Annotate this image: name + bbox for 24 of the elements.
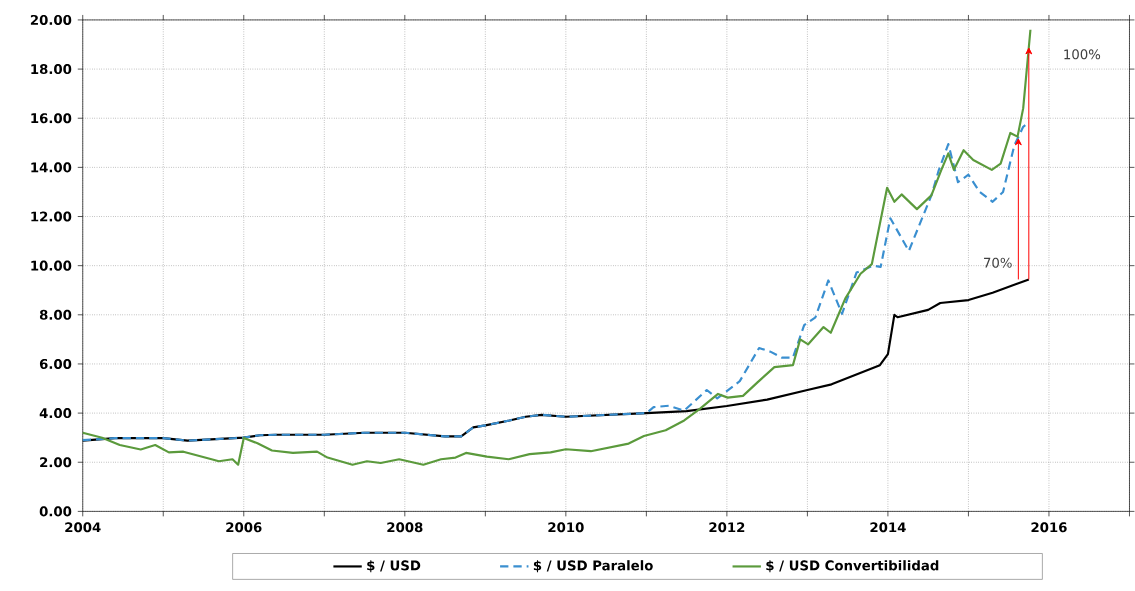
x-tick-label: 2014 [870,522,906,533]
y-tick-label: 20.00 [30,14,72,25]
x-tick-label: 2004 [65,522,101,533]
x-tick-label: 2008 [387,522,423,533]
legend-label: $ / USD [367,560,421,573]
legend-label: $ / USD Convertibilidad [766,560,939,573]
y-tick-label: 0.00 [39,506,72,517]
y-tick-label: 2.00 [40,457,72,468]
annotation: 100% [1064,49,1101,60]
y-tick-label: 18.00 [31,63,72,75]
x-tick-label: 2006 [226,522,262,533]
x-tick-label: 2016 [1031,522,1067,533]
x-tick-label: 2012 [709,522,745,533]
y-tick-label: 10.00 [31,260,72,271]
y-tick-label: 8.00 [39,309,72,320]
y-tick-label: 6.00 [39,358,72,369]
annotation: 70% [984,257,1012,268]
y-tick-label: 16.00 [31,113,72,124]
y-tick-label: 14.00 [31,162,72,173]
legend-label: $ / USD Paralelo [533,560,653,573]
y-tick-label: 4.00 [39,408,72,419]
x-tick-label: 2010 [548,522,584,533]
line-series [81,28,1032,466]
y-tick-label: 12.00 [31,211,72,222]
